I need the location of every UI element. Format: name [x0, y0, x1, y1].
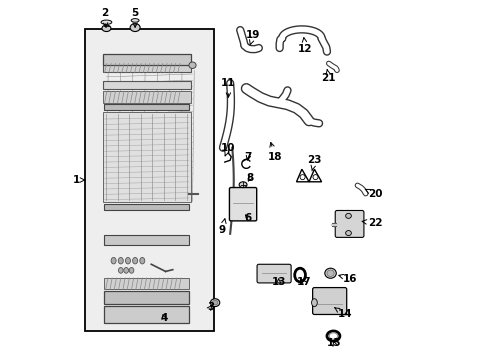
FancyBboxPatch shape: [229, 188, 256, 221]
Circle shape: [312, 175, 317, 180]
Text: 7: 7: [244, 152, 251, 162]
Text: 17: 17: [296, 277, 310, 287]
Ellipse shape: [102, 25, 111, 32]
Text: 12: 12: [298, 38, 312, 54]
Text: 21: 21: [321, 70, 335, 83]
Ellipse shape: [111, 257, 116, 264]
FancyBboxPatch shape: [102, 81, 190, 89]
Text: 3: 3: [206, 302, 214, 312]
Ellipse shape: [125, 257, 130, 264]
Ellipse shape: [345, 213, 351, 219]
FancyBboxPatch shape: [104, 278, 189, 289]
Text: 16: 16: [338, 274, 357, 284]
Text: 8: 8: [246, 173, 253, 183]
FancyBboxPatch shape: [102, 63, 190, 72]
Ellipse shape: [212, 300, 217, 305]
FancyBboxPatch shape: [104, 104, 189, 110]
Ellipse shape: [129, 267, 134, 273]
FancyBboxPatch shape: [257, 264, 290, 283]
FancyBboxPatch shape: [102, 91, 190, 103]
Text: 9: 9: [218, 219, 225, 235]
Text: 22: 22: [361, 218, 382, 228]
Bar: [85, 30, 214, 330]
Ellipse shape: [239, 182, 246, 188]
Ellipse shape: [118, 257, 123, 264]
Text: 18: 18: [267, 143, 282, 162]
FancyBboxPatch shape: [104, 306, 189, 323]
FancyBboxPatch shape: [102, 54, 190, 65]
Ellipse shape: [132, 257, 137, 264]
Ellipse shape: [210, 299, 219, 307]
Text: 11: 11: [221, 78, 235, 97]
Text: 14: 14: [334, 308, 352, 319]
Ellipse shape: [311, 299, 317, 307]
Ellipse shape: [326, 270, 333, 276]
FancyBboxPatch shape: [102, 112, 190, 202]
Text: 20: 20: [365, 189, 382, 199]
Ellipse shape: [188, 62, 196, 68]
FancyBboxPatch shape: [104, 204, 189, 211]
Text: 10: 10: [221, 143, 235, 156]
FancyBboxPatch shape: [104, 234, 189, 244]
Text: 4: 4: [160, 313, 167, 323]
Ellipse shape: [131, 19, 139, 22]
Text: 19: 19: [246, 30, 260, 45]
Text: 15: 15: [326, 338, 341, 348]
FancyBboxPatch shape: [312, 288, 346, 315]
FancyBboxPatch shape: [335, 211, 363, 237]
Ellipse shape: [101, 20, 112, 24]
Circle shape: [300, 175, 305, 180]
Ellipse shape: [123, 267, 128, 273]
Text: 5: 5: [131, 8, 139, 27]
Ellipse shape: [140, 257, 144, 264]
Ellipse shape: [130, 24, 140, 32]
Text: 23: 23: [306, 155, 321, 171]
Text: 1: 1: [72, 175, 85, 185]
Ellipse shape: [345, 230, 351, 235]
FancyBboxPatch shape: [104, 291, 189, 304]
Ellipse shape: [118, 267, 123, 273]
Text: 6: 6: [244, 213, 251, 222]
Text: 13: 13: [271, 277, 285, 287]
Text: 2: 2: [101, 8, 108, 27]
Ellipse shape: [324, 268, 336, 278]
